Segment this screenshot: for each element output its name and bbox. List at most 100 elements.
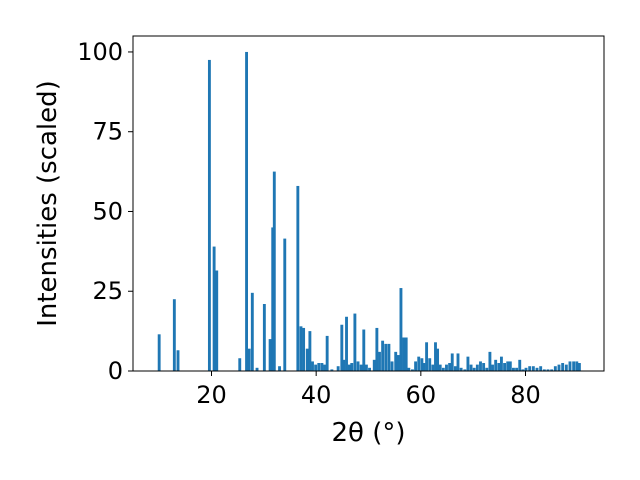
bar [528, 366, 532, 371]
bar [491, 364, 494, 371]
bar [325, 335, 329, 371]
bar [459, 367, 463, 371]
bar [417, 356, 421, 371]
bar [317, 363, 321, 371]
bar [396, 355, 400, 371]
bars-group [157, 51, 581, 372]
x-axis-label: 2θ (°) [331, 418, 405, 448]
bar [283, 238, 287, 371]
x-tick-label: 40 [301, 381, 332, 409]
bar [425, 342, 429, 371]
bar [407, 367, 411, 371]
bar [508, 361, 512, 371]
bar [308, 331, 312, 371]
bar [238, 358, 242, 371]
y-tick-label: 75 [92, 118, 123, 146]
bar [362, 329, 366, 371]
bar [278, 366, 281, 371]
bar [345, 316, 348, 371]
bar [441, 367, 445, 371]
bar [572, 361, 576, 371]
bar [394, 351, 398, 371]
bar [387, 343, 391, 371]
bar [422, 363, 426, 371]
bar [524, 367, 528, 371]
bar [542, 369, 546, 371]
bar [302, 327, 306, 371]
bar [314, 364, 318, 371]
bar [414, 361, 418, 371]
bar [268, 339, 272, 371]
plot-background [133, 36, 604, 371]
bar [575, 361, 579, 371]
bar [368, 367, 371, 371]
bar [384, 343, 388, 371]
bar [550, 369, 554, 371]
bar [521, 369, 525, 371]
bar [553, 366, 557, 371]
bar [390, 361, 394, 371]
bar [472, 367, 476, 371]
bar [340, 324, 344, 371]
bar [445, 364, 448, 371]
bar [323, 364, 326, 371]
bar [428, 358, 432, 371]
y-tick-label: 50 [92, 197, 123, 225]
bar [399, 288, 403, 371]
bar [272, 171, 276, 371]
bar [207, 59, 211, 372]
bar [296, 185, 300, 371]
y-ticks-group: 0 25 50 75 100 [77, 38, 133, 385]
bar [311, 361, 314, 371]
bar [262, 304, 266, 371]
bar [356, 361, 360, 371]
bar [299, 326, 303, 371]
bar [564, 364, 568, 371]
bar [372, 359, 376, 371]
y-tick-label: 100 [77, 38, 123, 66]
bar [557, 364, 561, 371]
bar [157, 334, 161, 371]
bar [320, 363, 324, 371]
bar [434, 342, 437, 371]
y-tick-label: 0 [108, 357, 123, 385]
bar [364, 364, 368, 371]
bar [479, 361, 482, 371]
bar [535, 367, 539, 371]
bar [381, 340, 385, 371]
bar [176, 350, 180, 371]
bar [506, 361, 510, 371]
bar [469, 364, 473, 371]
bar [330, 369, 334, 371]
y-axis-label: Intensities (scaled) [33, 80, 63, 327]
bar [494, 359, 498, 371]
bar [531, 366, 535, 371]
bar [456, 353, 460, 371]
bar [497, 363, 501, 371]
bar [402, 337, 405, 371]
bar [378, 351, 381, 371]
bar [353, 313, 357, 371]
x-tick-label: 20 [196, 381, 227, 409]
bar [450, 353, 454, 371]
bar [466, 356, 470, 371]
bar [245, 51, 248, 371]
bar [411, 369, 414, 371]
x-tick-label: 60 [406, 381, 437, 409]
bar [546, 369, 550, 371]
bar [375, 327, 379, 371]
bar [305, 348, 309, 371]
bar [438, 364, 442, 371]
bar [336, 366, 340, 371]
bar [453, 366, 457, 371]
bar [463, 369, 467, 371]
x-ticks-group: 20 40 60 80 [196, 371, 541, 409]
bar [255, 367, 259, 371]
bar [172, 299, 176, 371]
bar [350, 363, 354, 371]
bar [448, 363, 452, 371]
y-tick-label: 25 [92, 277, 123, 305]
bar [515, 367, 519, 371]
bar [250, 292, 254, 371]
